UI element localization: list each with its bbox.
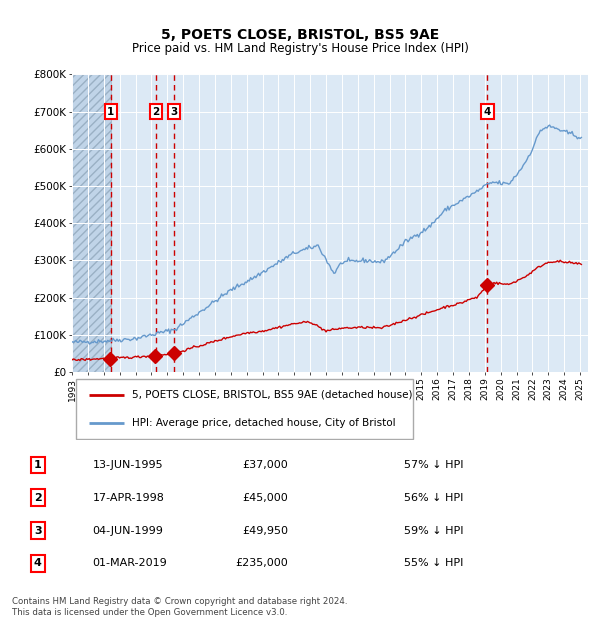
- Bar: [72, 74, 111, 372]
- Text: Price paid vs. HM Land Registry's House Price Index (HPI): Price paid vs. HM Land Registry's House …: [131, 42, 469, 55]
- Text: 56% ↓ HPI: 56% ↓ HPI: [404, 493, 463, 503]
- Text: 17-APR-1998: 17-APR-1998: [92, 493, 164, 503]
- Text: 59% ↓ HPI: 59% ↓ HPI: [404, 526, 463, 536]
- Text: 2: 2: [34, 493, 42, 503]
- Text: 4: 4: [484, 107, 491, 117]
- Text: HPI: Average price, detached house, City of Bristol: HPI: Average price, detached house, City…: [133, 418, 396, 428]
- Text: 57% ↓ HPI: 57% ↓ HPI: [404, 460, 463, 470]
- Text: 4: 4: [34, 559, 42, 569]
- Bar: [76, 379, 413, 439]
- Text: £49,950: £49,950: [242, 526, 289, 536]
- Text: 13-JUN-1995: 13-JUN-1995: [92, 460, 163, 470]
- Text: 3: 3: [34, 526, 42, 536]
- Text: 1: 1: [34, 460, 42, 470]
- Text: Contains HM Land Registry data © Crown copyright and database right 2024.
This d: Contains HM Land Registry data © Crown c…: [12, 598, 347, 617]
- Text: £37,000: £37,000: [243, 460, 289, 470]
- Text: 3: 3: [170, 107, 178, 117]
- Text: 55% ↓ HPI: 55% ↓ HPI: [404, 559, 463, 569]
- Text: £235,000: £235,000: [236, 559, 289, 569]
- Text: £45,000: £45,000: [243, 493, 289, 503]
- Text: 5, POETS CLOSE, BRISTOL, BS5 9AE: 5, POETS CLOSE, BRISTOL, BS5 9AE: [161, 28, 439, 42]
- Text: 1: 1: [107, 107, 115, 117]
- Text: 01-MAR-2019: 01-MAR-2019: [92, 559, 167, 569]
- Text: 5, POETS CLOSE, BRISTOL, BS5 9AE (detached house): 5, POETS CLOSE, BRISTOL, BS5 9AE (detach…: [133, 390, 413, 400]
- Text: 04-JUN-1999: 04-JUN-1999: [92, 526, 164, 536]
- Text: 2: 2: [152, 107, 160, 117]
- Bar: [72, 74, 111, 372]
